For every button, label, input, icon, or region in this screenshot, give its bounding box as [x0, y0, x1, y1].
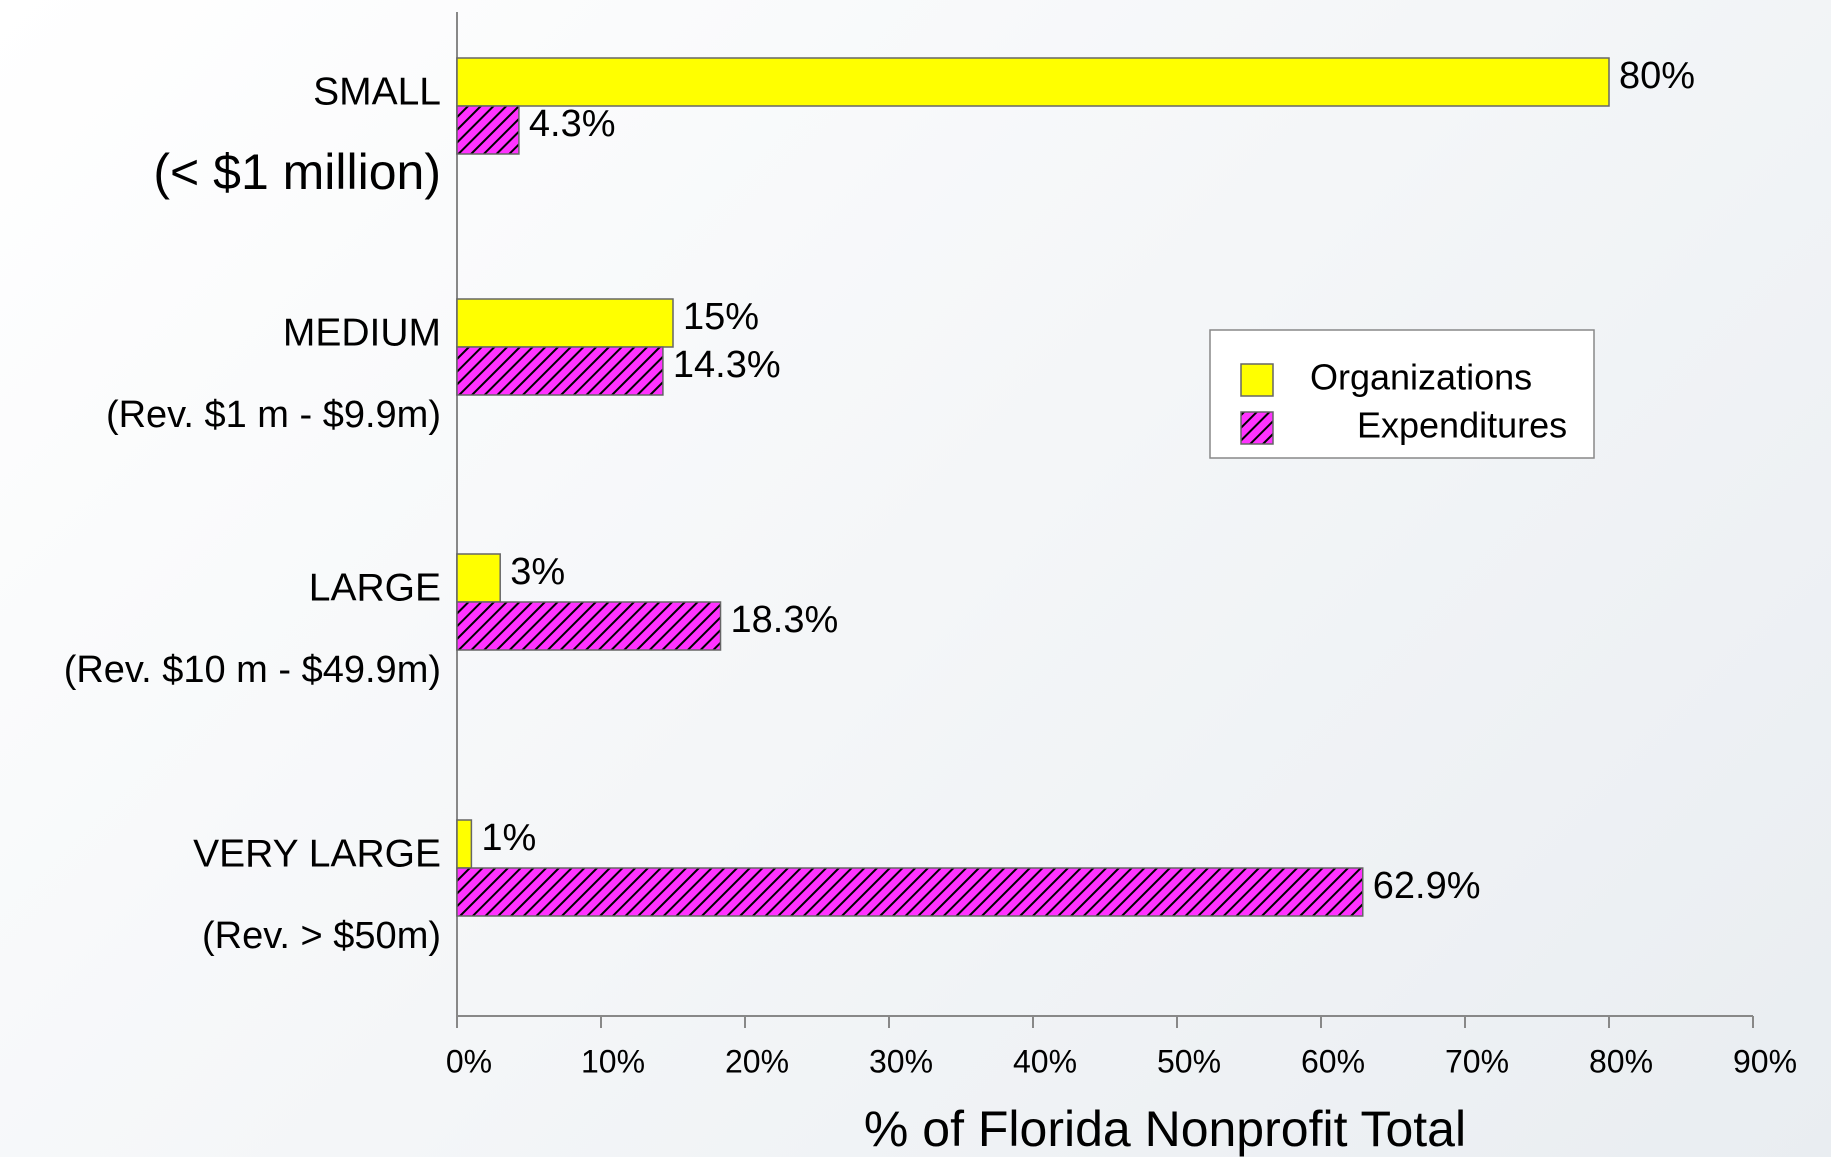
value-label: 1%: [481, 817, 536, 859]
legend: Organizations Expenditures: [1209, 329, 1595, 459]
value-label: 80%: [1619, 55, 1695, 97]
value-label: 18.3%: [731, 599, 839, 641]
legend-swatch: [1240, 363, 1274, 397]
category-label: MEDIUM: [283, 311, 441, 354]
bar: [456, 346, 664, 396]
category-label: VERY LARGE: [193, 832, 441, 875]
x-tick-label: 30%: [869, 1043, 933, 1079]
category-note: (Rev. $1 m - $9.9m): [106, 394, 441, 436]
x-tick-label: 20%: [725, 1043, 789, 1079]
bar: [456, 601, 722, 651]
legend-label: Expenditures: [1357, 405, 1567, 446]
x-tick-label: 50%: [1157, 1043, 1221, 1079]
bar: [456, 105, 520, 155]
x-tick-label: 90%: [1733, 1043, 1797, 1079]
x-tick-label: 70%: [1445, 1043, 1509, 1079]
value-label: 15%: [683, 296, 759, 338]
bar: [456, 57, 1610, 107]
category-note: (Rev. $10 m - $49.9m): [64, 649, 441, 691]
x-tick-label: 0%: [446, 1043, 492, 1079]
category-label: LARGE: [309, 566, 441, 609]
bar: [456, 819, 473, 869]
x-tick-label: 60%: [1301, 1043, 1365, 1079]
category-label: SMALL: [313, 70, 441, 113]
value-label: 4.3%: [529, 103, 616, 145]
x-tick-label: 40%: [1013, 1043, 1077, 1079]
x-axis-title: % of Florida Nonprofit Total: [864, 1101, 1466, 1157]
value-label: 14.3%: [673, 344, 781, 386]
value-label: 62.9%: [1373, 865, 1481, 907]
bar: [456, 298, 674, 348]
category-note: (Rev. > $50m): [202, 915, 441, 957]
x-tick-label: 80%: [1589, 1043, 1653, 1079]
legend-swatch: [1240, 411, 1274, 445]
bar: [456, 553, 501, 603]
legend-box: [1209, 329, 1595, 459]
legend-label: Organizations: [1310, 357, 1532, 398]
bar: [456, 867, 1364, 917]
value-label: 3%: [510, 551, 565, 593]
category-note: (< $1 million): [153, 144, 441, 200]
x-tick-label: 10%: [581, 1043, 645, 1079]
